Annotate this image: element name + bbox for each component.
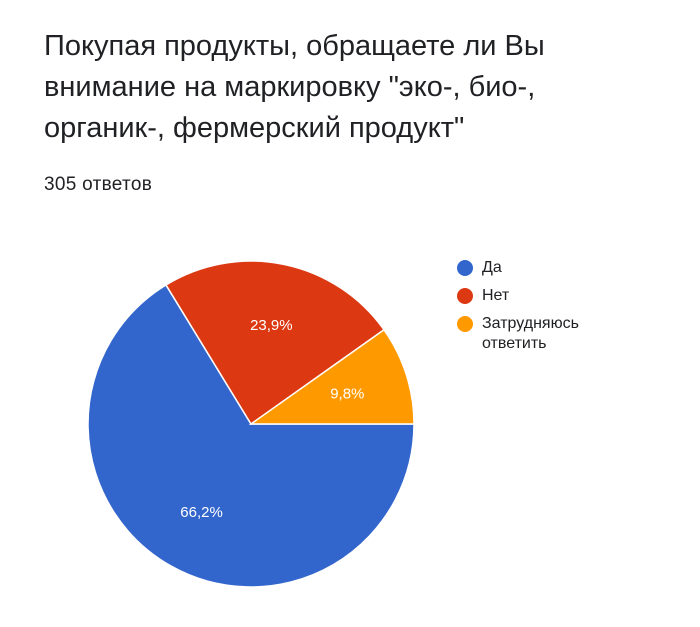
- legend-item-net[interactable]: Нет: [457, 286, 602, 306]
- chart-legend: Да Нет Затрудняюсь ответить: [457, 258, 602, 362]
- pie-label-zatrudnyayus: 9,8%: [330, 385, 364, 402]
- legend-label-da: Да: [482, 259, 502, 276]
- legend-swatch-da: [457, 260, 473, 276]
- response-count: 305 ответов: [44, 174, 153, 195]
- pie-label-net: 23,9%: [250, 317, 293, 334]
- pie-slice-net[interactable]: [164, 260, 386, 426]
- legend-item-da[interactable]: Да: [457, 258, 602, 278]
- legend-swatch-zatrudnyayus: [457, 316, 473, 332]
- pie-label-da: 66,2%: [180, 504, 223, 521]
- legend-label-zatrudnyayus: Затрудняюсь ответить: [482, 315, 579, 352]
- legend-swatch-net: [457, 288, 473, 304]
- pie-slice-zatrudnyayus[interactable]: [248, 328, 415, 425]
- question-title: Покупая продукты, обращаете ли Вы вниман…: [44, 30, 545, 144]
- legend-item-zatrudnyayus[interactable]: Затрудняюсь ответить: [457, 314, 602, 354]
- pie-slice-da[interactable]: [87, 283, 415, 588]
- legend-label-net: Нет: [482, 287, 510, 304]
